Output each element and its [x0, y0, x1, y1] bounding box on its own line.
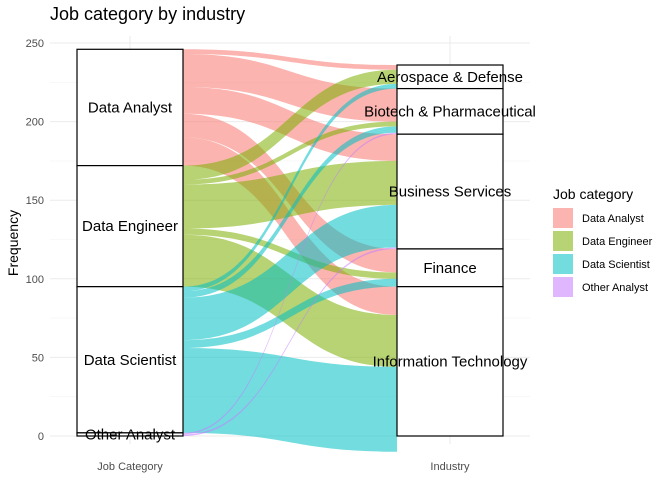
left-stratum-label: Other Analyst	[85, 426, 176, 443]
flow-band	[183, 204, 397, 341]
right-stratum-label: Business Services	[389, 184, 512, 201]
right-stratum-box	[396, 87, 504, 135]
legend: Job category Data Analyst Data Engineer Da…	[553, 186, 653, 297]
legend-key	[553, 277, 573, 297]
y-tick-label: 100	[26, 274, 44, 286]
left-stratum-label: Data Analyst	[88, 99, 173, 116]
flow-band	[183, 126, 397, 298]
flow-band	[183, 137, 397, 315]
legend-label: Data Analyst	[582, 213, 644, 225]
left-stratum-box	[76, 165, 184, 288]
flow-band	[183, 132, 397, 435]
right-stratum-box	[396, 133, 504, 250]
x-tick-label: Job Category	[97, 461, 163, 473]
y-tick-label: 50	[32, 352, 44, 364]
legend-key	[553, 231, 573, 251]
legend-label: Data Engineer	[582, 236, 653, 248]
axes: 0 50 100 150 200 250 Job Category Industry	[26, 38, 470, 473]
left-stratum-label: Data Engineer	[82, 218, 178, 235]
y-tick-label: 200	[26, 117, 44, 129]
flows	[183, 49, 397, 452]
legend-label: Data Scientist	[582, 259, 650, 271]
right-stratum-label: Finance	[423, 260, 476, 277]
y-tick-label: 150	[26, 195, 44, 207]
flow-band	[183, 121, 397, 185]
flow-band	[183, 278, 397, 348]
legend-title: Job category	[553, 186, 633, 202]
flow-band	[183, 160, 397, 229]
y-axis-title: Frequency	[5, 210, 21, 276]
left-stratum-box	[76, 286, 184, 434]
legend-key	[553, 208, 573, 228]
x-tick-label: Industry	[430, 461, 470, 473]
chart-title: Job category by industry	[50, 4, 245, 24]
right-stratum-label: Biotech & Pharmaceutical	[364, 103, 536, 120]
left-stratum-label: Data Scientist	[84, 352, 177, 369]
flow-band	[183, 54, 397, 122]
legend-label: Other Analyst	[582, 282, 648, 294]
flow-band	[183, 247, 397, 436]
right-stratum-label: Aerospace & Defense	[377, 69, 523, 86]
legend-key	[553, 254, 573, 274]
right-stratum-label: Information Technology	[373, 353, 528, 370]
flow-band	[183, 69, 397, 180]
left-stratum-box	[76, 432, 184, 437]
strata: Data Analyst Data Engineer Data Scientist O…	[76, 48, 536, 443]
right-stratum-box	[396, 286, 504, 437]
flow-band	[183, 347, 397, 452]
flow-band	[183, 49, 397, 70]
y-tick-label: 250	[26, 38, 44, 50]
left-stratum-box	[76, 48, 184, 167]
y-tick-label: 0	[38, 431, 44, 443]
flow-band	[183, 83, 397, 292]
right-stratum-box	[396, 248, 504, 288]
